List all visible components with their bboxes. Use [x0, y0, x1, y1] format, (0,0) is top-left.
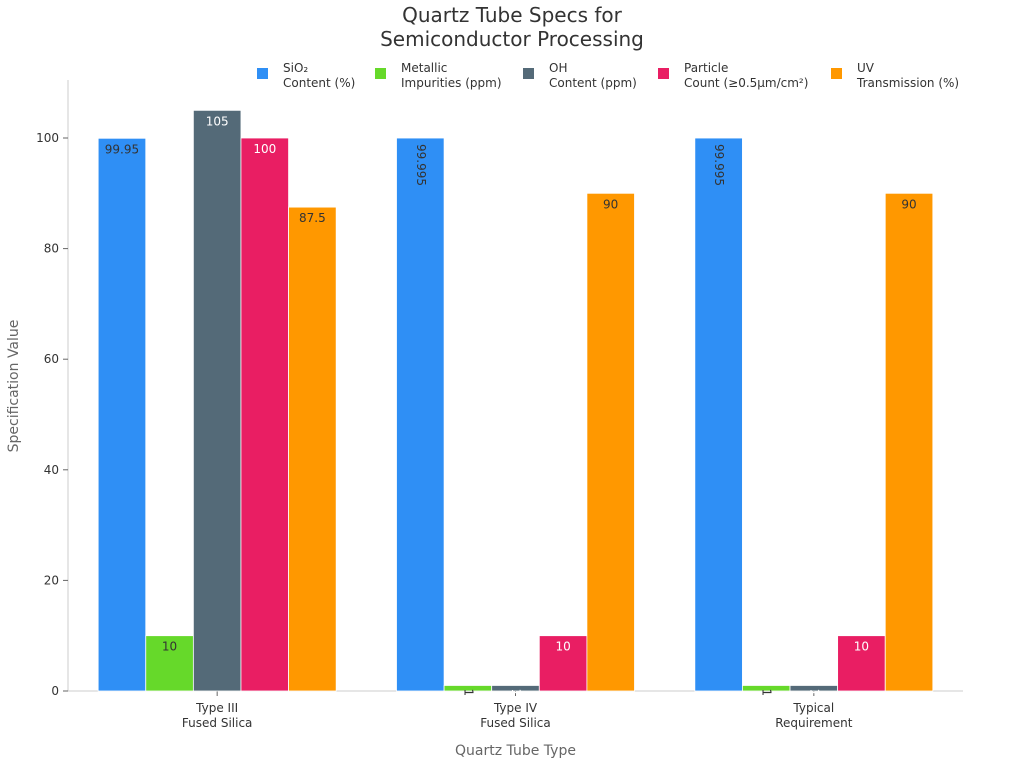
legend-label: Content (ppm)	[549, 76, 637, 90]
data-label: 10	[854, 640, 869, 654]
x-tick-label: Typical	[792, 701, 834, 715]
bar	[586, 192, 635, 692]
data-label: 10	[555, 640, 570, 654]
bar	[396, 137, 445, 692]
data-label: 1	[509, 688, 523, 696]
legend-swatch	[257, 68, 268, 79]
data-label: 105	[206, 114, 229, 128]
bar	[288, 206, 337, 692]
legend-label: Particle	[684, 61, 728, 75]
data-label: 99.95	[105, 142, 139, 156]
data-label: 100	[253, 142, 276, 156]
x-tick-label: Type III	[195, 701, 238, 715]
legend-label: SiO₂	[283, 61, 308, 75]
data-label: 1	[461, 688, 475, 696]
legend-swatch	[658, 68, 669, 79]
bar	[192, 109, 242, 692]
y-tick-label: 40	[44, 463, 59, 477]
legend-swatch	[375, 68, 386, 79]
bar	[97, 137, 147, 692]
x-tick-label: Fused Silica	[182, 716, 253, 730]
data-label: 90	[603, 197, 618, 211]
y-tick-label: 20	[44, 573, 59, 587]
legend-label: Count (≥0.5μm/cm²)	[684, 76, 808, 90]
legend-label: Metallic	[401, 61, 447, 75]
legend-swatch	[831, 68, 842, 79]
chart-title: Semiconductor Processing	[380, 27, 644, 51]
data-label: 10	[162, 640, 177, 654]
data-label: 90	[901, 197, 916, 211]
data-label: 99.995	[712, 144, 726, 186]
legend-swatch	[523, 68, 534, 79]
x-tick-label: Fused Silica	[480, 716, 551, 730]
x-tick-label: Type IV	[493, 701, 538, 715]
y-tick-label: 0	[51, 684, 59, 698]
bar	[694, 137, 743, 692]
bar	[884, 192, 934, 692]
x-axis-title: Quartz Tube Type	[455, 743, 576, 759]
bar	[538, 635, 588, 692]
y-tick-label: 80	[44, 242, 59, 256]
bar	[240, 137, 289, 692]
y-tick-label: 60	[44, 352, 59, 366]
bar	[837, 635, 886, 692]
legend-label: Transmission (%)	[856, 76, 959, 90]
chart-title: Quartz Tube Specs for	[402, 3, 623, 27]
legend-label: Content (%)	[283, 76, 355, 90]
data-label: 99.995	[414, 144, 428, 186]
y-tick-label: 100	[36, 131, 59, 145]
data-label: 87.5	[299, 211, 326, 225]
x-tick-label: Requirement	[775, 716, 852, 730]
legend-label: Impurities (ppm)	[401, 76, 502, 90]
legend-label: OH	[549, 61, 567, 75]
y-axis-title: Specification Value	[6, 320, 22, 453]
legend-label: UV	[857, 61, 875, 75]
data-label: 1	[807, 688, 821, 696]
data-label: 1	[760, 688, 774, 696]
